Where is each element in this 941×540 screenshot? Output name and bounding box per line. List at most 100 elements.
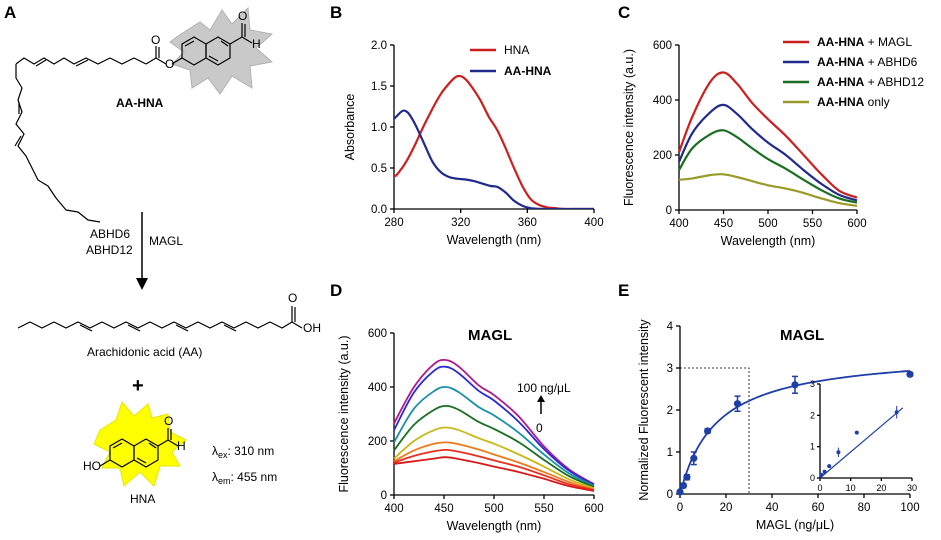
x-tick-label: 400 bbox=[669, 218, 688, 230]
x-tick-label: 280 bbox=[384, 217, 403, 229]
data-point bbox=[683, 473, 691, 481]
inset-data-point bbox=[854, 430, 859, 435]
aa-hna-structure bbox=[14, 23, 253, 223]
x-tick-label: 60 bbox=[812, 502, 825, 514]
y-tick-label: 200 bbox=[653, 150, 672, 162]
data-point bbox=[676, 488, 684, 496]
substrate-label: AA-HNA bbox=[116, 96, 164, 110]
x-tick-label: 80 bbox=[858, 502, 871, 514]
y-axis-title: Absorbance bbox=[343, 94, 357, 161]
chart-title: MAGL bbox=[780, 327, 824, 344]
x-axis-title: Wavelength (nm) bbox=[447, 519, 542, 533]
atom-o-aldehyde: O bbox=[238, 9, 247, 23]
x-tick-label: 550 bbox=[803, 218, 822, 230]
series-line bbox=[393, 358, 595, 485]
series-line-aa-hna bbox=[394, 109, 594, 209]
inset-x-tick-label: 10 bbox=[846, 483, 856, 493]
svg-text:λem: 455 nm: λem: 455 nm bbox=[212, 470, 277, 486]
series-line bbox=[393, 441, 595, 491]
data-point bbox=[906, 370, 914, 378]
legend-label-rest: + ABHD6 bbox=[864, 55, 917, 69]
x-tick-label: 40 bbox=[766, 502, 779, 514]
inset-x-tick-label: 0 bbox=[817, 483, 822, 493]
x-tick-label: 400 bbox=[584, 217, 603, 229]
enzyme-abhd12: ABHD12 bbox=[86, 243, 133, 257]
legend-label-bold: AA-HNA bbox=[817, 35, 865, 49]
annotation-arrow-head bbox=[537, 395, 545, 402]
product-label: Arachidonic acid (AA) bbox=[87, 345, 202, 359]
data-point bbox=[704, 427, 712, 435]
x-tick-label: 400 bbox=[384, 503, 403, 515]
series-line bbox=[678, 129, 858, 204]
arachidonic-acid-structure bbox=[17, 306, 303, 332]
hna-glow bbox=[93, 401, 187, 487]
y-tick-label: 1 bbox=[667, 447, 673, 459]
enzyme-abhd6: ABHD6 bbox=[90, 227, 130, 241]
y-tick-label: 600 bbox=[368, 328, 387, 340]
y-tick-label: 200 bbox=[368, 436, 387, 448]
series-line bbox=[393, 386, 595, 487]
inset-y-tick-label: 2 bbox=[810, 410, 815, 420]
inset-y-tick-label: 1 bbox=[810, 442, 815, 452]
x-tick-label: 500 bbox=[484, 503, 503, 515]
hna-structure bbox=[99, 428, 179, 468]
legend-label: AA-HNA only bbox=[817, 95, 890, 109]
zoom-region-box bbox=[679, 367, 750, 495]
legend-label-rest: only bbox=[864, 95, 889, 109]
y-tick-label: 1.0 bbox=[371, 122, 387, 134]
inset-x-tick-label: 20 bbox=[876, 483, 886, 493]
y-tick-label: 4 bbox=[667, 321, 674, 333]
plus-sign: + bbox=[132, 375, 144, 397]
y-tick-label: 0.0 bbox=[371, 204, 387, 216]
panel-letter-d: D bbox=[330, 281, 342, 300]
y-axis-title: Fluorescence intensity (a.u.) bbox=[622, 49, 636, 206]
inset-y-tick-label: 0 bbox=[810, 473, 815, 483]
atom-o-acid: O bbox=[288, 291, 297, 305]
legend-label-rest: + MAGL bbox=[864, 35, 912, 49]
y-tick-label: 0 bbox=[381, 490, 387, 502]
atom-h-hna: H bbox=[177, 439, 186, 453]
series-line bbox=[678, 173, 858, 207]
panel-letter-e: E bbox=[618, 281, 629, 300]
panel-d: D 400 450 500 550 600 0 200 400 600 Wavelength (n… bbox=[330, 281, 604, 533]
x-tick-label: 600 bbox=[584, 503, 603, 515]
reaction-arrow bbox=[136, 212, 148, 290]
y-tick-label: 1.5 bbox=[371, 81, 387, 93]
series-line bbox=[393, 365, 595, 486]
series-line-hna bbox=[394, 74, 594, 209]
inset-data-point bbox=[827, 464, 832, 469]
atom-h-aldehyde: H bbox=[252, 37, 261, 51]
y-tick-label: 600 bbox=[653, 40, 672, 52]
panel-a: A O O O H AA-HNA bbox=[4, 3, 321, 506]
y-tick-label: 400 bbox=[653, 95, 672, 107]
x-axis-title: MAGL (ng/μL) bbox=[756, 518, 834, 532]
x-tick-label: 20 bbox=[720, 502, 733, 514]
legend-label: AA-HNA + MAGL bbox=[817, 35, 912, 49]
data-point bbox=[679, 482, 688, 490]
excitation-wavelength: λex: 310 nm bbox=[212, 444, 274, 460]
inset-data-point bbox=[894, 410, 899, 415]
annotation-top: 100 ng/μL bbox=[517, 381, 571, 395]
x-tick-label: 0 bbox=[677, 502, 683, 514]
y-tick-label: 2 bbox=[667, 405, 673, 417]
y-axis-title: Normalized Fluorescent intensity bbox=[637, 319, 651, 501]
panel-b: B 280 320 360 400 0.0 0.5 1.0 1.5 2.0 Wavelength … bbox=[330, 3, 604, 247]
atom-o-ester: O bbox=[165, 57, 174, 71]
x-axis-title: Wavelength (nm) bbox=[721, 234, 816, 248]
data-point bbox=[733, 400, 742, 408]
y-tick-label: 3 bbox=[667, 363, 673, 375]
atom-ho-hna: HO bbox=[83, 459, 101, 473]
y-axis-title: Fluorescence intensity (a.u.) bbox=[337, 335, 351, 492]
x-tick-label: 100 bbox=[900, 502, 919, 514]
y-tick-label: 0 bbox=[667, 489, 673, 501]
panel-letter-b: B bbox=[330, 3, 342, 22]
legend-label-rest: + ABHD12 bbox=[864, 75, 924, 89]
y-tick-label: 400 bbox=[368, 382, 387, 394]
annotation-bottom: 0 bbox=[536, 421, 543, 435]
x-tick-label: 600 bbox=[847, 218, 866, 230]
legend-label-bold: AA-HNA bbox=[817, 95, 865, 109]
series-line bbox=[393, 456, 595, 492]
atom-o-hna: O bbox=[164, 414, 173, 428]
x-tick-label: 320 bbox=[451, 217, 470, 229]
